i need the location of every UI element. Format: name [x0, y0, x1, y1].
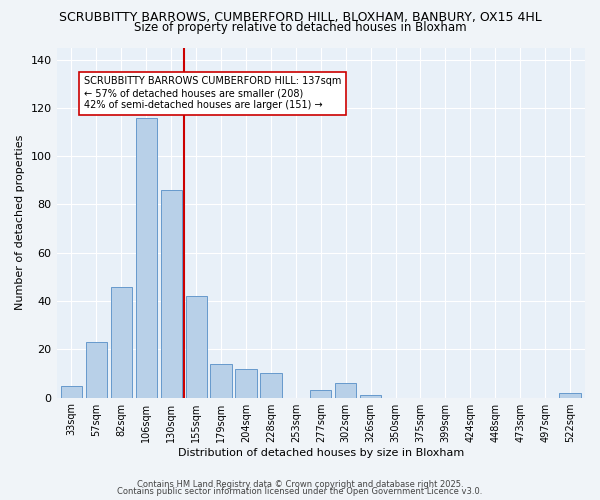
Bar — [86, 342, 107, 398]
Bar — [360, 395, 381, 398]
Bar — [211, 364, 232, 398]
Bar — [310, 390, 331, 398]
Bar — [136, 118, 157, 398]
Text: SCRUBBITTY BARROWS CUMBERFORD HILL: 137sqm
← 57% of detached houses are smaller : SCRUBBITTY BARROWS CUMBERFORD HILL: 137s… — [84, 76, 341, 110]
Bar — [61, 386, 82, 398]
Bar — [260, 374, 281, 398]
Bar — [161, 190, 182, 398]
Bar — [185, 296, 207, 398]
Bar — [335, 383, 356, 398]
Text: Contains public sector information licensed under the Open Government Licence v3: Contains public sector information licen… — [118, 487, 482, 496]
Bar — [111, 286, 132, 398]
Bar — [559, 393, 581, 398]
Text: Size of property relative to detached houses in Bloxham: Size of property relative to detached ho… — [134, 22, 466, 35]
Text: Contains HM Land Registry data © Crown copyright and database right 2025.: Contains HM Land Registry data © Crown c… — [137, 480, 463, 489]
X-axis label: Distribution of detached houses by size in Bloxham: Distribution of detached houses by size … — [178, 448, 464, 458]
Text: SCRUBBITTY BARROWS, CUMBERFORD HILL, BLOXHAM, BANBURY, OX15 4HL: SCRUBBITTY BARROWS, CUMBERFORD HILL, BLO… — [59, 11, 541, 24]
Y-axis label: Number of detached properties: Number of detached properties — [15, 135, 25, 310]
Bar — [235, 368, 257, 398]
